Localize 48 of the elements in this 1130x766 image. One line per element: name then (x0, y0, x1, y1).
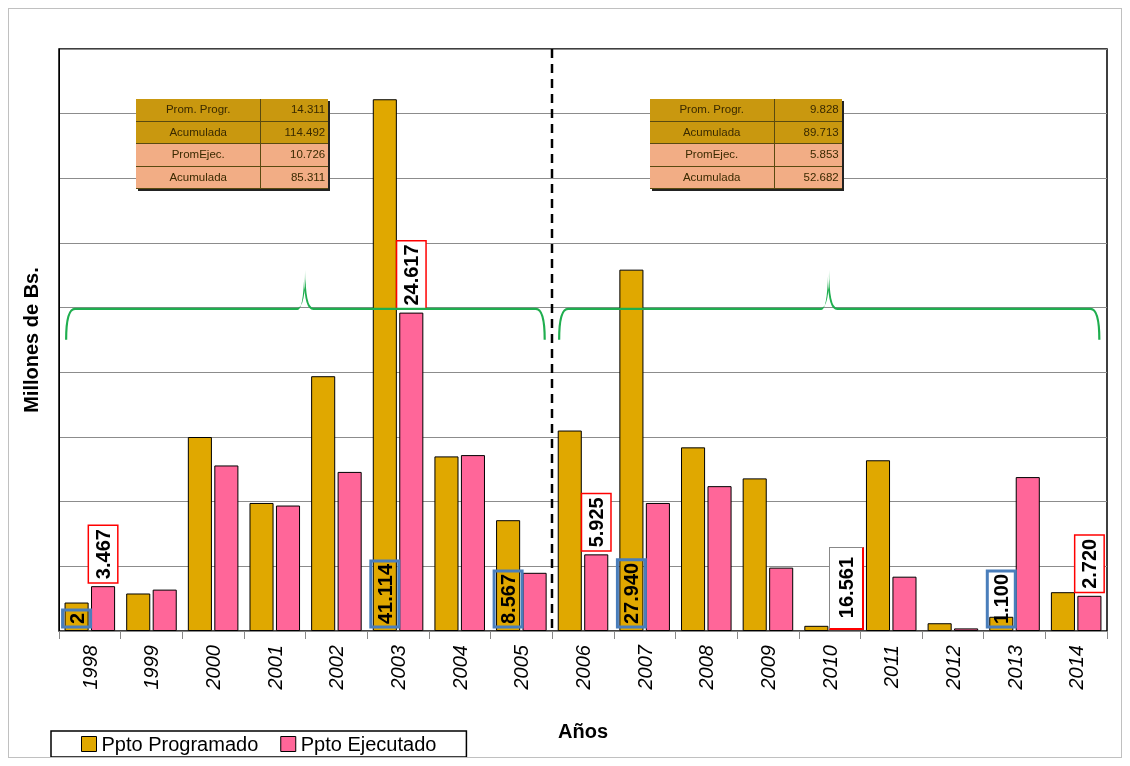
annotation: 9.828 (808, 102, 840, 118)
data-label: 2 (65, 612, 88, 624)
x-tick-label: 1998 (78, 645, 101, 690)
x-tick-label: 2007 (633, 644, 656, 691)
x-tick-label: 2004 (448, 645, 471, 691)
x-tick-label: 2012 (941, 645, 964, 691)
data-label: 41.114 (373, 563, 396, 624)
annotation: 89.713 (802, 124, 840, 140)
annotation: PromEjec. (649, 144, 775, 166)
x-tick-label: 2002 (325, 645, 348, 691)
annotation: Acumulada (136, 121, 262, 144)
data-label: 1.100 (990, 573, 1013, 624)
x-tick-label: 2003 (387, 645, 410, 691)
data-label: 2.720 (1078, 538, 1101, 589)
annotation: Acumulada (136, 166, 262, 189)
annotation: Acumulada (649, 166, 775, 189)
annotation: Prom. Progr. (649, 99, 775, 121)
data-label: 3.467 (92, 529, 115, 580)
annotation: Acumulada (649, 121, 775, 144)
annotation: 16.561 (834, 557, 858, 619)
legend-label: Ppto Ejecutado (300, 733, 437, 755)
x-tick-label: 2013 (1003, 645, 1026, 691)
x-tick-label: 2010 (818, 645, 841, 691)
x-tick-label: 2006 (572, 644, 594, 691)
legend-label: Ppto Programado (101, 733, 259, 755)
annotation: 85.311 (289, 169, 327, 185)
x-tick-label: 2005 (510, 644, 533, 691)
annotation: 10.726 (289, 147, 327, 163)
x-tick-label: 2001 (263, 645, 286, 691)
annotation: 14.311 (289, 102, 327, 118)
x-tick-label: 2000 (202, 645, 225, 691)
x-tick-label: 2009 (756, 645, 779, 691)
annotation: Prom. Progr. (136, 99, 262, 121)
data-label: 27.940 (620, 562, 643, 624)
x-axis-title: Años (558, 720, 608, 742)
data-label: 5.925 (585, 497, 608, 548)
data-label: 8.567 (497, 573, 520, 624)
x-tick-label: 2008 (695, 645, 718, 691)
annotation: 52.682 (802, 169, 840, 185)
x-tick-label: 1999 (140, 645, 163, 690)
annotation: 5.853 (808, 147, 840, 163)
note-box: 16.561 (829, 547, 865, 630)
annotation: PromEjec. (136, 144, 262, 166)
annotation: 114.492 (283, 124, 327, 140)
data-label: 24.617 (400, 244, 423, 306)
x-tick-label: 2014 (1065, 645, 1088, 691)
x-tick-label: 2011 (880, 645, 903, 690)
y-axis-title: Millones de Bs. (20, 267, 42, 413)
